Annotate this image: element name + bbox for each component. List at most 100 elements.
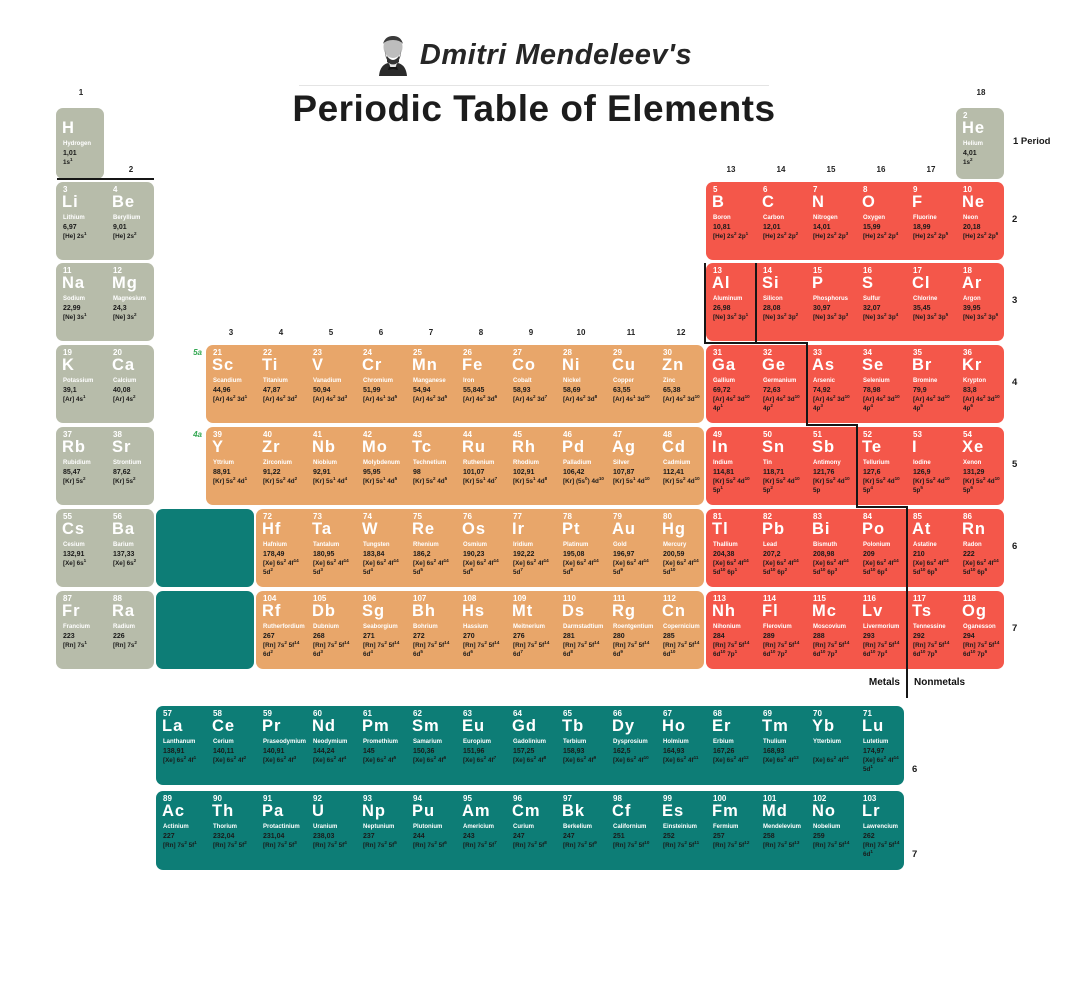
element-O: 8 O Oxygen 15,99 [He] 2s2 2p4	[856, 182, 906, 260]
element-symbol: Ho	[662, 717, 686, 735]
element-name: Nitrogen	[813, 215, 838, 221]
atomic-number: 37	[63, 430, 72, 439]
atomic-number: 98	[613, 794, 622, 803]
atomic-number: 102	[813, 794, 827, 803]
atomic-mass: 22,99	[63, 305, 81, 312]
element-Br: 35 Br Bromine 79,9 [Ar] 4s2 3d10 4p5	[906, 345, 956, 423]
group-label-17: 17	[926, 165, 936, 174]
atomic-mass: 32,07	[863, 305, 881, 312]
element-name: Mendelevium	[763, 824, 802, 830]
electron-configuration: [Ar] 4s2 3d10 4p4	[863, 393, 900, 412]
atomic-mass: 293	[863, 633, 875, 640]
atomic-number: 106	[363, 594, 377, 603]
period-label-4: 4	[1012, 377, 1018, 388]
atomic-mass: 10,81	[713, 224, 731, 231]
atomic-number: 27	[513, 348, 522, 357]
electron-configuration: [Ar] 4s1	[63, 393, 86, 403]
element-Li: 3 Li Lithium 6,97 [He] 2s1	[56, 182, 106, 260]
series-from-to: Ac Lr	[8, 20, 71, 34]
element-name: Flerovium	[763, 624, 792, 630]
atomic-number: 87	[63, 594, 72, 603]
element-Sb: 51 Sb Antimony 121,76 [Kr] 5s2 4d10 5p	[806, 427, 856, 505]
electron-configuration: [Xe] 6s2 4f14	[813, 754, 849, 764]
element-symbol: Pb	[762, 520, 786, 538]
atomic-number: 118	[963, 594, 976, 603]
group-label-10: 10	[576, 328, 586, 337]
element-block	[56, 345, 154, 423]
atomic-mass: 285	[663, 633, 675, 640]
element-Np: 93 Np Neptunium 237 [Rn] 7s2 5f5	[356, 791, 406, 870]
element-symbol: Ds	[562, 602, 586, 620]
element-block	[156, 706, 904, 785]
element-Sm: 62 Sm Samarium 150,36 [Xe] 6s2 4f6	[406, 706, 456, 785]
electron-configuration: [Rn] 7s2 5f8	[513, 839, 547, 849]
electron-configuration: [Xe] 6s2 4f14 5d10 6p1	[713, 557, 749, 576]
group-label-9: 9	[528, 328, 534, 337]
element-name: Rutherfordium	[263, 624, 305, 630]
element-name: Samarium	[413, 739, 443, 745]
element-name: Xenon	[963, 460, 982, 466]
element-name: Seaborgium	[363, 624, 398, 630]
element-Xe: 54 Xe Xenon 131,29 [Kr] 5s2 4d10 5p6	[956, 427, 1006, 505]
element-Bk: 97 Bk Berkelium 247 [Rn] 7s2 5f9	[556, 791, 606, 870]
element-symbol: Cd	[662, 438, 686, 456]
element-Ac: 89 Ac Actinium 227 [Rn] 7s2 5f1	[156, 791, 206, 870]
element-symbol: Cm	[512, 802, 541, 820]
element-name: Zirconium	[263, 460, 293, 466]
electron-configuration: [He] 2s2 2p4	[863, 230, 899, 240]
atomic-number: 16	[863, 266, 872, 275]
element-name: Curium	[513, 824, 534, 830]
element-name: Ruthenium	[463, 460, 495, 466]
atomic-mass: 162,5	[613, 748, 631, 755]
element-symbol: N	[812, 193, 825, 211]
atomic-mass: 50,94	[313, 387, 331, 394]
electron-configuration: [Rn] 7s2 5f14 6d6	[463, 639, 500, 658]
electron-configuration: [Kr] 5s2 4d10	[663, 475, 700, 485]
atomic-number: 70	[813, 709, 822, 718]
element-N: 7 N Nitrogen 14,01 [He] 2s2 2p3	[806, 182, 856, 260]
electron-configuration: [Xe] 6s2	[113, 557, 137, 567]
group-label-11: 11	[626, 328, 636, 337]
element-symbol: Se	[862, 356, 885, 374]
atomic-mass: 74,92	[813, 387, 831, 394]
element-Si: 14 Si Silicon 28,08 [Ne] 3s2 3p2	[756, 263, 806, 341]
element-Kr: 36 Kr Krypton 83,8 [Ar] 4s2 3d10 4p6	[956, 345, 1006, 423]
atomic-number: 67	[663, 709, 672, 718]
element-symbol: Fe	[462, 356, 484, 374]
element-name: Rubidium	[63, 460, 91, 466]
atomic-mass: 238,03	[313, 833, 335, 840]
element-symbol: Mc	[812, 602, 837, 620]
electron-configuration: [Rn] 7s2 5f14 6d10 7p4	[863, 639, 900, 658]
atomic-number: 77	[513, 512, 522, 521]
electron-configuration: [Ar] 4s2 3d10 4p5	[913, 393, 950, 412]
atomic-number: 105	[313, 594, 327, 603]
electron-configuration: [Ar] 4s2 3d10 4p3	[813, 393, 850, 412]
element-Nd: 60 Nd Neodymium 144,24 [Xe] 6s2 4f4	[306, 706, 356, 785]
atomic-mass: 145	[363, 748, 375, 755]
atomic-mass: 121,76	[813, 469, 835, 476]
element-name: Tin	[763, 460, 772, 466]
electron-configuration: [Rn] 7s2 5f10	[613, 839, 650, 849]
element-Rn: 86 Rn Radon 222 [Xe] 6s2 4f14 5d10 6p6	[956, 509, 1006, 587]
element-No: 102 No Nobelium 259 [Rn] 7s2 5f14	[806, 791, 856, 870]
periodic-table-grid: H Hydrogen 1,01 1s1 2 He Helium 4,01 1s2 3 Li Lithi…	[0, 0, 1068, 870]
element-name: Moscovium	[813, 624, 847, 630]
element-symbol: Os	[462, 520, 487, 538]
atomic-mass: 190,23	[463, 551, 485, 558]
element-Ba: 56 Ba Barium 137,33 [Xe] 6s2	[106, 509, 156, 587]
element-Ir: 77 Ir Iridium 192,22 [Xe] 6s2 4f14 5d7	[506, 509, 556, 587]
atomic-mass: 227	[163, 833, 175, 840]
atomic-number: 47	[613, 430, 622, 439]
element-name: Krypton	[963, 378, 986, 384]
electron-configuration: [Rn] 7s2 5f14 6d8	[563, 639, 600, 658]
element-Ca: 20 Ca Calcium 40,08 [Ar] 4s2	[106, 345, 156, 423]
series-range: 89—103	[8, 4, 41, 14]
atomic-mass: 209	[863, 551, 875, 558]
atomic-mass: 252	[663, 833, 675, 840]
element-Tm: 69 Tm Thulium 168,93 [Xe] 6s2 4f13	[756, 706, 806, 785]
period-label-1: 1 Period	[1013, 136, 1051, 147]
element-Be: 4 Be Beryllium 9,01 [He] 2s2	[106, 182, 156, 260]
element-symbol: U	[312, 802, 325, 820]
atomic-number: 42	[363, 430, 372, 439]
element-symbol: Bi	[812, 520, 831, 538]
